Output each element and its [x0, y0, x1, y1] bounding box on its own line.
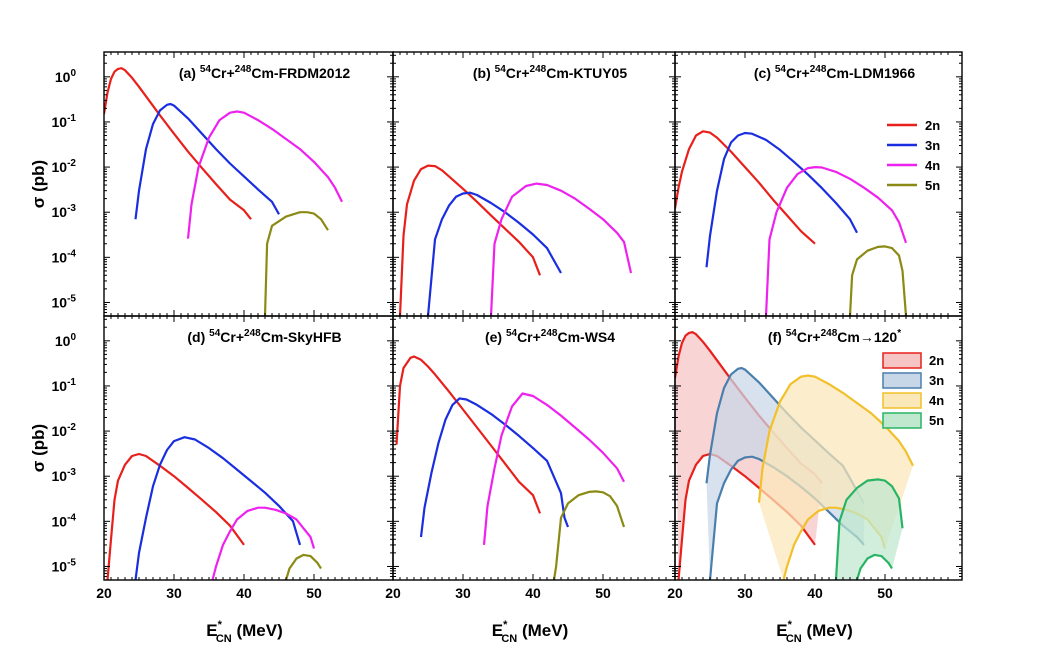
y-axis-label: σ (pb)	[29, 160, 48, 208]
y-tick-label: 10-2	[52, 158, 77, 175]
series-2n-line	[106, 452, 245, 580]
bands-f	[675, 331, 914, 580]
panel-title-e: (e) 54Cr+248Cm-WS4	[485, 328, 615, 345]
series-5n-line	[284, 553, 322, 580]
y-tick-label: 10-3	[52, 203, 77, 220]
x-axis-label: E* CN (MeV)	[206, 619, 283, 645]
series-5n-line	[263, 211, 329, 316]
axes-layer	[103, 51, 963, 581]
x-tick-label: 40	[525, 585, 541, 601]
legend-swatch-5n	[882, 412, 922, 429]
series-4n-line	[211, 506, 316, 580]
text-layer: 100 10-1 10-2 10-3 10-4 10-5 (a) 54Cr+248Cm-FR…	[29, 64, 944, 645]
legend-swatch-2n	[882, 352, 922, 369]
legend-label-5n: 5n	[925, 178, 940, 193]
series-3n-line	[426, 191, 562, 316]
series-c	[675, 130, 908, 316]
legend-swatch-4n	[882, 392, 922, 409]
y-axis-label: σ (pb)	[29, 424, 48, 472]
x-tick-label: 20	[667, 585, 683, 601]
y-tick-label: 10-4	[52, 248, 77, 265]
bands-layer	[675, 331, 914, 580]
y-tick-label: 10-5	[52, 293, 77, 310]
x-tick-label: 30	[166, 585, 182, 601]
series-5n-line	[552, 490, 626, 580]
panel-title-d: (d) 54Cr+248Cm-SkyHFB	[187, 328, 341, 345]
x-tick-label: 50	[595, 585, 611, 601]
x-axis-label: E* CN (MeV)	[776, 619, 853, 645]
series-2n-line	[104, 67, 252, 220]
panel-frame-a	[103, 51, 394, 317]
band-4n-upper-line	[757, 374, 914, 503]
series-3n-line	[134, 436, 302, 580]
panel-frame-f	[674, 315, 963, 581]
x-tick-label: 40	[807, 585, 823, 601]
panel-title-a: (a) 54Cr+248Cm-FRDM2012	[179, 64, 351, 81]
legend-label-2n: 2n	[925, 118, 940, 133]
series-d	[106, 436, 322, 580]
y-tick-label: 100	[55, 68, 77, 85]
series-e	[395, 355, 626, 580]
lines-layer	[104, 67, 908, 580]
legend-label-2n: 2n	[929, 353, 944, 368]
panel-title-b: (b) 54Cr+248Cm-KTUY05	[473, 64, 627, 81]
x-tick-label: 30	[737, 585, 753, 601]
series-5n-line	[848, 245, 908, 316]
y-tick-label: 10-3	[52, 467, 77, 484]
panel-frame-d	[103, 315, 394, 581]
x-axis-label: E* CN (MeV)	[492, 619, 569, 645]
band-5n-area	[836, 479, 903, 580]
x-tick-label: 50	[877, 585, 893, 601]
x-tick-label: 20	[385, 585, 401, 601]
x-tick-label: 40	[236, 585, 252, 601]
band-5n-lower-line	[855, 553, 893, 580]
series-2n-line	[675, 130, 816, 245]
legend-swatch-3n	[882, 372, 922, 389]
series-4n-line	[489, 182, 633, 316]
legend-label-4n: 4n	[925, 158, 940, 173]
band-5n-upper-line	[834, 478, 904, 580]
x-tick-label: 30	[455, 585, 471, 601]
panel-title-c: (c) 54Cr+248Cm-LDM1966	[754, 64, 915, 81]
x-tick-label: 20	[96, 585, 112, 601]
x-tick-label: 50	[306, 585, 322, 601]
series-4n-line	[482, 392, 625, 545]
series-2n-line	[398, 164, 542, 316]
y-tick-label: 100	[55, 332, 77, 349]
y-tick-label: 10-5	[52, 557, 77, 574]
series-a	[104, 67, 343, 316]
series-3n-line	[134, 102, 280, 220]
y-tick-label: 10-1	[52, 377, 77, 394]
legend-label-4n: 4n	[929, 393, 944, 408]
series-4n-line	[764, 166, 908, 316]
legend-label-5n: 5n	[929, 413, 944, 428]
series-3n-line	[705, 131, 858, 268]
y-tick-label: 10-1	[52, 113, 77, 130]
y-tick-label: 10-2	[52, 422, 77, 439]
y-tick-label: 10-4	[52, 512, 77, 529]
legend-label-3n: 3n	[925, 138, 940, 153]
panel-title-f: (f) 54Cr+248Cm→120*	[768, 328, 901, 345]
legend-label-3n: 3n	[929, 373, 944, 388]
series-4n-line	[186, 110, 343, 239]
series-b	[398, 164, 633, 316]
series-3n-line	[419, 397, 570, 538]
series-2n-line	[395, 355, 542, 514]
band-4n-area	[759, 375, 913, 580]
